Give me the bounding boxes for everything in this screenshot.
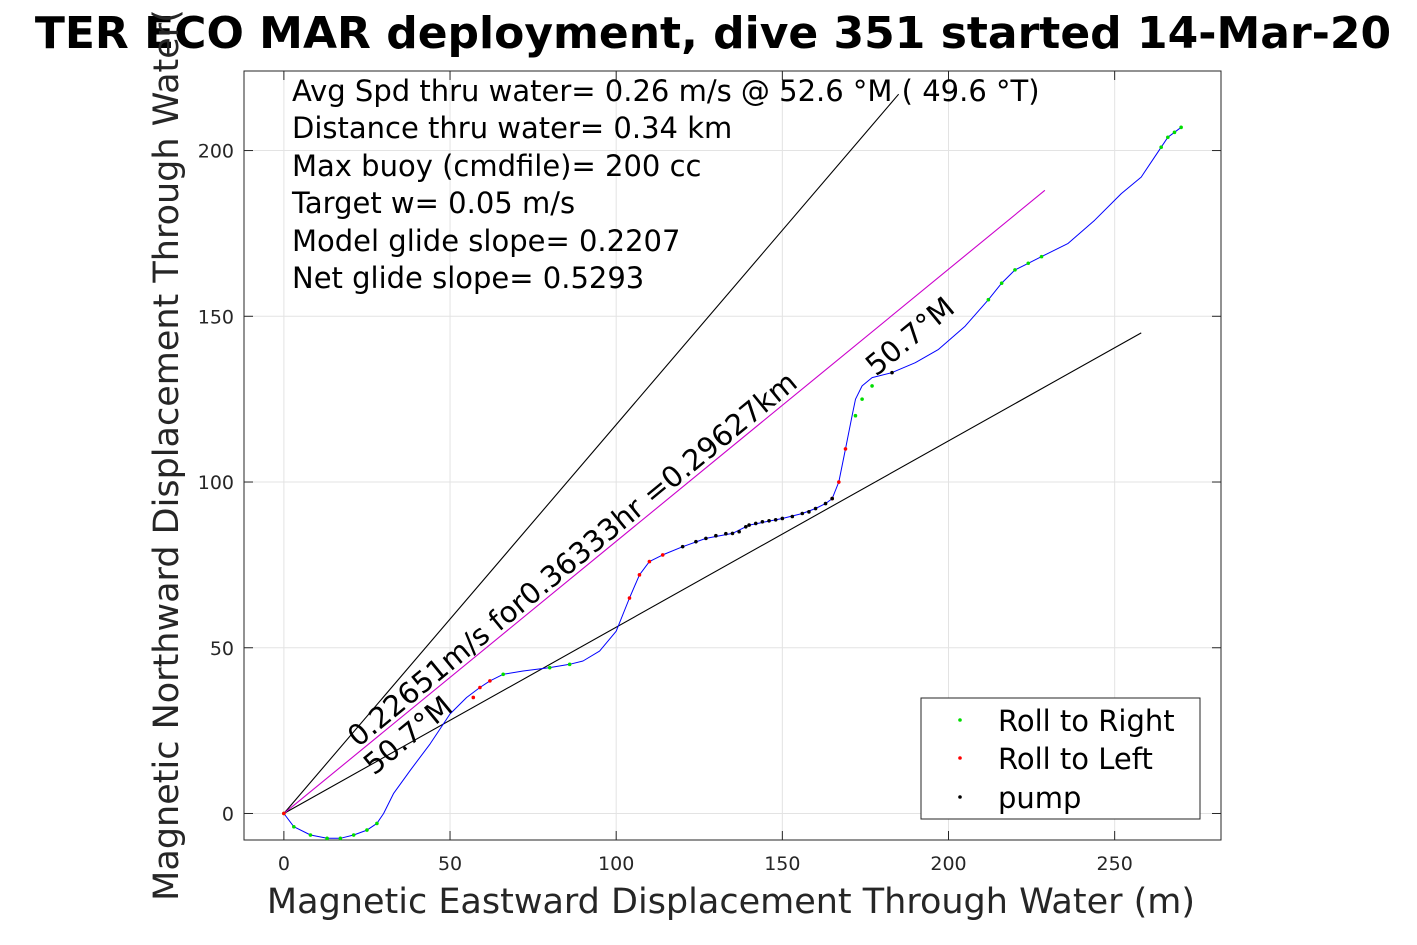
marker-pump (823, 501, 828, 506)
reference-line (283, 189, 1046, 814)
x-tick-label: 200 (930, 853, 966, 875)
marker-roll-right (292, 824, 296, 829)
marker-roll-left (478, 685, 482, 690)
stat-net-glide: Net glide slope= 0.5293 (292, 261, 644, 295)
y-tick-label: 200 (198, 141, 234, 163)
grid (244, 71, 1221, 840)
marker-pump (680, 544, 685, 549)
marker-roll-left (282, 811, 286, 816)
marker-roll-left (660, 553, 665, 557)
marker-pump (730, 531, 735, 536)
marker-roll-right (308, 833, 313, 837)
marker-group (282, 125, 1183, 841)
marker-roll-right (375, 821, 379, 826)
marker-roll-right (870, 384, 874, 388)
track-line (283, 126, 1182, 839)
marker-pump (724, 531, 728, 536)
legend-marker-roll-right (958, 718, 962, 722)
stats-annotation: Avg Spd thru water= 0.26 m/s @ 52.6 °M (… (291, 74, 1040, 295)
marker-roll-right (501, 672, 506, 677)
marker-pump (830, 496, 834, 501)
marker-roll-right (986, 297, 991, 302)
legend-label-roll-right: Roll to Right (998, 704, 1175, 738)
track-group (283, 126, 1182, 839)
reference-line (283, 93, 900, 814)
y-axis-label: Magnetic Northward Displacement Through … (147, 9, 187, 901)
x-tick-label: 250 (1097, 853, 1133, 875)
x-tick-label: 50 (438, 853, 462, 875)
legend-label-roll-left: Roll to Left (998, 742, 1153, 776)
marker-roll-right (853, 413, 858, 418)
legend-marker-roll-left (958, 756, 962, 760)
marker-roll-right (365, 828, 369, 832)
axis-ticks: 0 50 100 150 200 250 0 50 100 150 200 (198, 71, 1221, 875)
marker-pump (773, 518, 778, 522)
marker-pump (714, 533, 718, 538)
y-tick-label: 0 (222, 803, 234, 825)
marker-roll-left (837, 480, 841, 484)
marker-roll-right (351, 833, 356, 837)
marker-pump (790, 514, 795, 519)
marker-pump (747, 523, 751, 527)
marker-roll-left (843, 447, 848, 451)
stat-distance: Distance thru water= 0.34 km (292, 111, 732, 145)
marker-roll-right (1179, 125, 1183, 130)
marker-pump (780, 516, 785, 521)
marker-pump (743, 524, 748, 529)
marker-roll-right (1039, 254, 1044, 259)
marker-roll-right (547, 665, 552, 670)
y-tick-label: 150 (198, 306, 234, 328)
plot-area (243, 70, 1222, 841)
marker-roll-left (647, 559, 652, 564)
marker-pump (800, 511, 805, 516)
legend-box (920, 697, 1201, 820)
marker-pump (704, 536, 708, 541)
chart-title: TER ECO MAR deployment, dive 351 started… (35, 8, 1391, 59)
marker-roll-left (488, 679, 492, 683)
x-tick-label: 150 (764, 853, 800, 875)
y-tick-label: 50 (210, 638, 234, 660)
marker-roll-right (1172, 130, 1177, 135)
legend-marker-pump (958, 795, 962, 799)
marker-roll-left (471, 695, 476, 700)
heading-label-upper: 50.7°M (859, 290, 961, 382)
x-tick-label: 100 (598, 853, 634, 875)
marker-roll-left (637, 573, 642, 577)
marker-roll-right (567, 662, 572, 667)
marker-pump (753, 521, 758, 526)
y-tick-label: 100 (198, 472, 234, 494)
marker-roll-right (1013, 268, 1017, 272)
marker-roll-right (325, 836, 329, 841)
marker-roll-right (860, 397, 864, 401)
marker-pump (890, 370, 894, 375)
stat-target-w: Target w= 0.05 m/s (291, 186, 575, 220)
stat-model-glide: Model glide slope= 0.2207 (292, 224, 680, 258)
marker-pump (737, 529, 741, 534)
marker-pump (813, 506, 818, 511)
marker-pump (767, 518, 771, 523)
diagonal-label: 0.22651m/s for0.36333hr =0.29627km (341, 365, 804, 754)
marker-roll-right (999, 281, 1004, 285)
marker-pump (807, 510, 811, 514)
marker-roll-left (627, 596, 632, 600)
marker-roll-right (1159, 145, 1163, 150)
legend-label-pump: pump (998, 781, 1081, 815)
marker-pump (694, 539, 698, 544)
reference-line (283, 332, 1142, 814)
marker-pump (760, 519, 765, 524)
reference-lines (283, 93, 1142, 814)
stat-avg-speed: Avg Spd thru water= 0.26 m/s @ 52.6 °M (… (292, 74, 1040, 108)
stat-max-buoy: Max buoy (cmdfile)= 200 cc (292, 149, 701, 183)
x-axis-label: Magnetic Eastward Displacement Through W… (267, 882, 1195, 922)
marker-roll-right (338, 836, 343, 841)
marker-roll-right (1166, 135, 1170, 140)
x-tick-label: 0 (278, 853, 290, 875)
marker-roll-right (1026, 261, 1031, 266)
legend: Roll to Right Roll to Left pump (920, 697, 1201, 820)
